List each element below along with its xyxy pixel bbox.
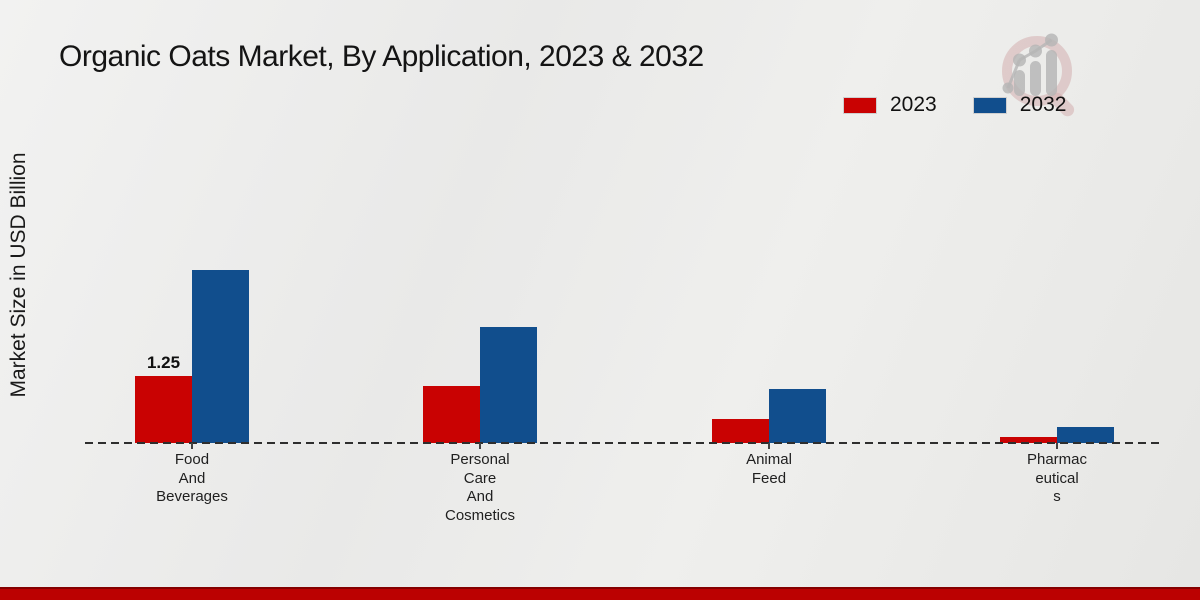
legend-label-2023: 2023 <box>890 93 937 116</box>
legend-item-2023: 2023 <box>843 93 937 117</box>
axis-tick-pharmaceuticals <box>1056 443 1058 449</box>
bar-2023-animal-feed <box>712 418 769 443</box>
category-label-food-and-beverages: Food And Beverages <box>156 451 228 505</box>
bar-2032-personal-care-and-cosmetics <box>480 326 537 443</box>
bar-value-label-2023-food-and-beverages: 1.25 <box>146 352 181 372</box>
bar-2023-pharmaceuticals <box>1000 437 1057 443</box>
bar-2032-animal-feed <box>769 389 826 443</box>
bar-2032-pharmaceuticals <box>1057 427 1114 443</box>
legend-label-2032: 2032 <box>1019 93 1067 116</box>
bar-2032-food-and-beverages <box>192 270 249 443</box>
x-axis-baseline <box>85 442 1163 444</box>
category-label-animal-feed: Animal Feed <box>746 451 792 487</box>
axis-tick-food-and-beverages <box>191 443 193 449</box>
bar-2023-personal-care-and-cosmetics <box>423 386 480 443</box>
legend: 2023 2032 <box>843 93 1066 117</box>
magnifier-growth-chart-icon <box>1002 33 1075 117</box>
legend-swatch-2032 <box>972 96 1007 114</box>
category-label-personal-care-and-cosmetics: Personal Care And Cosmetics <box>444 451 515 524</box>
axis-tick-personal-care-and-cosmetics <box>479 443 481 449</box>
brand-logo <box>993 30 1081 118</box>
axis-tick-animal-feed <box>768 443 770 449</box>
bar-2023-food-and-beverages <box>135 375 192 443</box>
footer-accent-bar <box>0 587 1200 600</box>
legend-swatch-2023 <box>843 96 877 114</box>
chart-title: Organic Oats Market, By Application, 202… <box>59 40 704 73</box>
legend-item-2032: 2032 <box>972 93 1067 117</box>
category-label-pharmaceuticals: Pharmac eutical s <box>1026 451 1088 505</box>
